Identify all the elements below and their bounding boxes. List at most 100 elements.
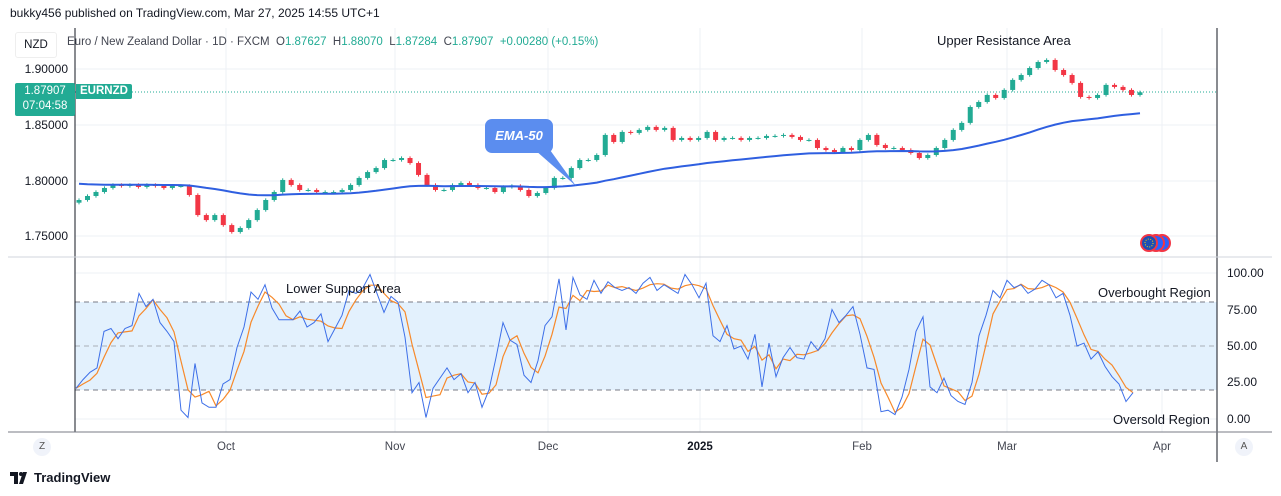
candle-body	[679, 137, 685, 140]
tradingview-logo-icon	[10, 471, 27, 484]
price-tick: 1.90000	[24, 62, 68, 76]
candle-body	[594, 155, 600, 161]
candle-body	[755, 137, 761, 139]
currency-button[interactable]: NZD	[15, 32, 57, 58]
candle-body	[297, 184, 303, 190]
open-label: O	[275, 36, 285, 48]
candle-body	[1112, 84, 1118, 87]
high-label: H	[332, 36, 342, 48]
candle-body	[831, 149, 837, 152]
low-label: L	[389, 36, 396, 48]
candle-body	[577, 160, 583, 169]
stoch-tick: 100.00	[1227, 266, 1264, 280]
candle-body	[314, 189, 320, 192]
candle-body	[781, 134, 787, 136]
candle-body	[848, 147, 854, 150]
candle-body	[772, 135, 778, 137]
candle-body	[1078, 82, 1084, 97]
candle-body	[560, 177, 566, 179]
candle-body	[365, 172, 371, 178]
candle-body	[263, 200, 269, 211]
candle-body	[110, 184, 116, 188]
currency-flags-icon[interactable]	[1140, 234, 1171, 252]
candle-body	[1035, 61, 1041, 68]
candle-body	[967, 106, 973, 123]
symbol-legend: Euro / New Zealand Dollar · 1D · FXCM O1…	[67, 36, 598, 48]
candle-body	[1120, 86, 1126, 90]
candle-body	[382, 160, 388, 169]
candle-body	[416, 163, 422, 175]
candle-body	[373, 168, 379, 173]
time-tick: Dec	[537, 441, 559, 453]
candle-body	[84, 195, 90, 201]
candle-body	[212, 215, 218, 221]
candle-body	[339, 189, 345, 192]
candle-body	[449, 184, 455, 190]
stoch-tick: 0.00	[1227, 412, 1251, 426]
candle-body	[331, 191, 337, 193]
candle-body	[441, 189, 447, 191]
candle-body	[407, 158, 413, 164]
candle-body	[806, 139, 812, 141]
candle-body	[144, 184, 150, 187]
candle-body	[984, 94, 990, 102]
candle-body	[899, 147, 905, 150]
zoom-button[interactable]: Z	[33, 438, 51, 456]
candle-body	[203, 215, 209, 221]
pane-borders	[8, 28, 1272, 462]
candle-body	[959, 122, 965, 130]
time-tick: Apr	[1153, 441, 1171, 453]
candle-body	[280, 179, 286, 192]
candle-body	[882, 144, 888, 148]
candle-body	[568, 168, 574, 178]
candle-body	[797, 136, 803, 140]
candle-body	[602, 134, 608, 156]
published-header: bukky456 published on TradingView.com, M…	[10, 6, 380, 20]
candle-body	[950, 129, 956, 140]
bar-countdown: 07:04:58	[22, 100, 68, 112]
candle-body	[322, 191, 328, 193]
candle-body	[178, 185, 184, 187]
candle-body	[993, 94, 999, 98]
candle-body	[1052, 59, 1058, 71]
candle-body	[1086, 96, 1092, 98]
candle-body	[1069, 75, 1075, 83]
candle-body	[874, 134, 880, 145]
candle-body	[254, 210, 260, 221]
candle-body	[517, 185, 523, 190]
candle-body	[1095, 94, 1101, 98]
candle-body	[101, 187, 107, 192]
ema-callout: EMA-50	[485, 119, 553, 153]
stoch-tick: 25.00	[1227, 375, 1258, 389]
candle-body	[865, 134, 871, 140]
candle-body	[976, 101, 982, 107]
candle-body	[1061, 70, 1067, 76]
auto-scale-button[interactable]: A	[1235, 438, 1253, 456]
upper-resistance-annotation: Upper Resistance Area	[937, 33, 1071, 48]
candle-body	[764, 135, 770, 138]
candle-body	[1137, 92, 1143, 95]
candle-body	[738, 137, 744, 140]
candle-body	[585, 160, 591, 162]
candle-body	[645, 126, 651, 130]
stoch-tick: 75.00	[1227, 303, 1258, 317]
open-value: 1.87627	[284, 36, 327, 48]
candle-body	[942, 139, 948, 148]
candle-body	[789, 134, 795, 137]
time-tick: Feb	[852, 441, 872, 453]
candle-body	[526, 189, 532, 196]
candle-body	[1103, 84, 1109, 95]
candle-body	[823, 147, 829, 150]
price-tick: 1.75000	[24, 229, 68, 243]
stoch-k-line	[75, 273, 1134, 419]
candle-body	[348, 184, 354, 190]
candle-body	[1018, 75, 1024, 80]
tradingview-logo[interactable]: TradingView	[10, 470, 110, 485]
candle-body	[696, 137, 702, 140]
candle-body	[305, 189, 311, 191]
candle-body	[721, 137, 727, 140]
candle-body	[636, 129, 642, 133]
low-value: 1.87284	[395, 36, 438, 48]
time-tick: Oct	[217, 441, 235, 453]
